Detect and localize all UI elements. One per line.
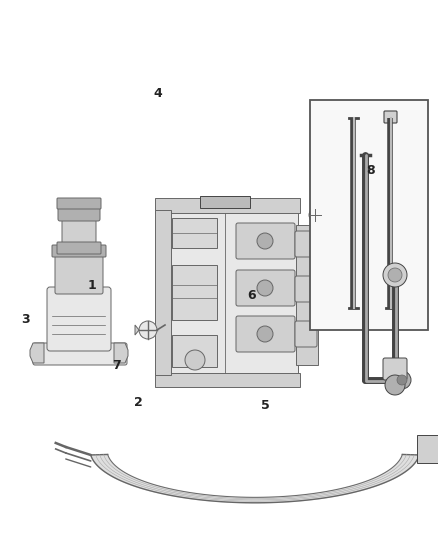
Text: 2: 2 [134,396,142,409]
Circle shape [309,209,321,221]
Bar [155,373,300,387]
Circle shape [257,326,273,342]
Circle shape [257,280,273,296]
Bar [417,435,438,463]
Circle shape [257,233,273,249]
Bar [168,205,298,375]
FancyBboxPatch shape [236,316,295,352]
FancyBboxPatch shape [52,245,106,257]
FancyBboxPatch shape [383,358,407,380]
FancyBboxPatch shape [33,343,127,365]
FancyBboxPatch shape [172,335,217,367]
Bar [155,210,171,375]
Circle shape [393,371,411,389]
Polygon shape [30,343,44,363]
Bar [200,196,250,208]
Polygon shape [91,455,419,503]
Text: 3: 3 [21,313,30,326]
Bar [310,100,428,330]
Text: 5: 5 [261,399,269,411]
Circle shape [385,375,405,395]
FancyBboxPatch shape [57,198,101,209]
FancyBboxPatch shape [172,265,217,320]
Text: 6: 6 [247,289,256,302]
Polygon shape [135,325,139,335]
Circle shape [383,263,407,287]
Text: 1: 1 [88,279,96,292]
Polygon shape [114,343,128,363]
FancyBboxPatch shape [295,276,317,302]
FancyBboxPatch shape [58,203,100,221]
Circle shape [388,268,402,282]
FancyBboxPatch shape [384,111,397,123]
FancyBboxPatch shape [55,248,103,294]
FancyBboxPatch shape [295,231,317,257]
Circle shape [139,321,157,339]
Text: 7: 7 [112,359,120,372]
FancyBboxPatch shape [57,242,101,254]
FancyBboxPatch shape [47,287,111,351]
Circle shape [397,375,407,385]
Circle shape [185,350,205,370]
FancyBboxPatch shape [172,218,217,248]
Text: 4: 4 [153,87,162,100]
FancyBboxPatch shape [295,321,317,347]
Bar [155,198,300,213]
Text: 8: 8 [366,164,374,177]
Bar [296,225,318,365]
FancyBboxPatch shape [236,270,295,306]
FancyBboxPatch shape [62,213,96,254]
FancyBboxPatch shape [236,223,295,259]
